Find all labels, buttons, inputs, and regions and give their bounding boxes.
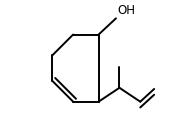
Text: OH: OH <box>117 4 135 17</box>
